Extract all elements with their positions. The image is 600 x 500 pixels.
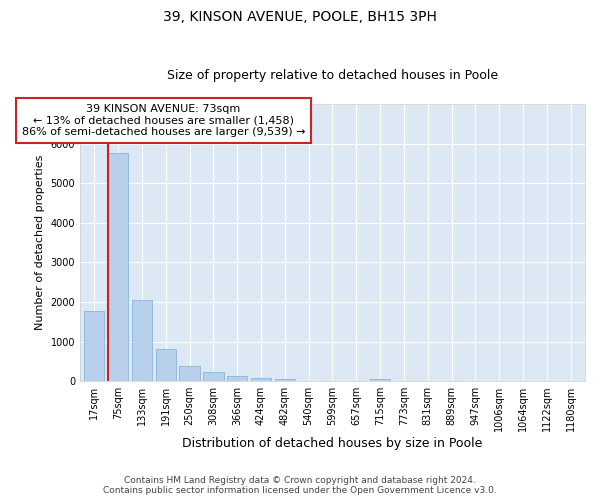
Bar	[84, 310, 104, 381]
Text: Contains HM Land Registry data © Crown copyright and database right 2024.
Contai: Contains HM Land Registry data © Crown c…	[103, 476, 497, 495]
Bar	[370, 379, 390, 381]
Bar	[108, 154, 128, 381]
Text: 39, KINSON AVENUE, POOLE, BH15 3PH: 39, KINSON AVENUE, POOLE, BH15 3PH	[163, 10, 437, 24]
Title: Size of property relative to detached houses in Poole: Size of property relative to detached ho…	[167, 69, 498, 82]
Bar	[227, 376, 247, 381]
Y-axis label: Number of detached properties: Number of detached properties	[35, 155, 45, 330]
Text: 39 KINSON AVENUE: 73sqm
← 13% of detached houses are smaller (1,458)
86% of semi: 39 KINSON AVENUE: 73sqm ← 13% of detache…	[22, 104, 305, 137]
Bar	[275, 379, 295, 381]
Bar	[179, 366, 200, 381]
Bar	[251, 378, 271, 381]
X-axis label: Distribution of detached houses by size in Poole: Distribution of detached houses by size …	[182, 437, 482, 450]
Bar	[155, 350, 176, 381]
Bar	[132, 300, 152, 381]
Bar	[203, 372, 224, 381]
